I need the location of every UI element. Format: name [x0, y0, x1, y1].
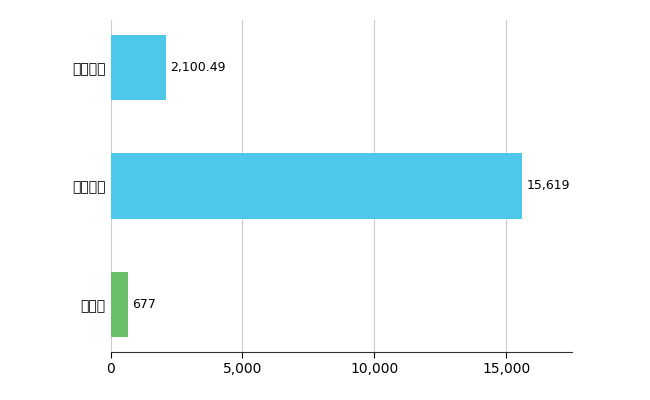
Bar — [111, 154, 523, 218]
Text: 2,100.49: 2,100.49 — [170, 61, 226, 74]
Bar — [111, 272, 128, 337]
Bar — [111, 35, 166, 100]
Text: 677: 677 — [133, 298, 156, 311]
Text: 15,619: 15,619 — [526, 180, 570, 192]
